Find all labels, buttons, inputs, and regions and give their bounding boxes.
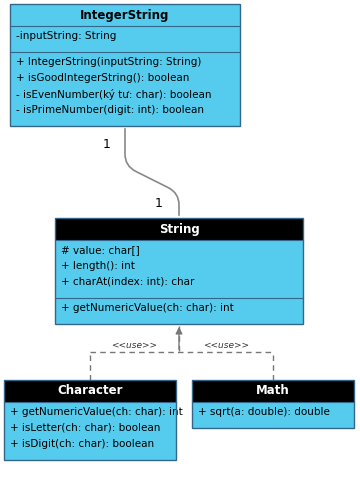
Text: - isPrimeNumber(digit: int): boolean: - isPrimeNumber(digit: int): boolean (16, 105, 204, 115)
Text: 1: 1 (103, 138, 111, 151)
Bar (55, 218, 303, 324)
Text: IntegerString: IntegerString (80, 8, 170, 21)
Bar (192, 380, 354, 402)
Text: Math: Math (256, 384, 290, 398)
Text: # value: char[]: # value: char[] (61, 245, 140, 255)
Text: + isGoodIntegerString(): boolean: + isGoodIntegerString(): boolean (16, 73, 189, 83)
Text: 1: 1 (155, 197, 163, 210)
Text: -inputString: String: -inputString: String (16, 31, 116, 41)
Text: - isEvenNumber(ký tư: char): boolean: - isEvenNumber(ký tư: char): boolean (16, 89, 212, 100)
Text: + isDigit(ch: char): boolean: + isDigit(ch: char): boolean (10, 439, 154, 449)
Text: + charAt(index: int): char: + charAt(index: int): char (61, 277, 194, 287)
Bar (192, 380, 354, 428)
Text: String: String (159, 223, 199, 236)
Bar (4, 380, 176, 460)
Bar (10, 4, 240, 126)
Bar (55, 218, 303, 240)
Bar (10, 4, 240, 26)
Text: Character: Character (57, 384, 123, 398)
Text: + getNumericValue(ch: char): int: + getNumericValue(ch: char): int (10, 407, 183, 417)
Text: + IntegerString(inputString: String): + IntegerString(inputString: String) (16, 57, 201, 67)
Text: <<use>>: <<use>> (203, 341, 249, 350)
Bar (192, 380, 354, 428)
Text: + getNumericValue(ch: char): int: + getNumericValue(ch: char): int (61, 303, 234, 313)
Text: <<use>>: <<use>> (112, 341, 158, 350)
Bar (10, 4, 240, 126)
Bar (4, 380, 176, 402)
Bar (55, 218, 303, 324)
Text: + length(): int: + length(): int (61, 261, 135, 271)
Text: + sqrt(a: double): double: + sqrt(a: double): double (198, 407, 330, 417)
Text: + isLetter(ch: char): boolean: + isLetter(ch: char): boolean (10, 423, 160, 433)
Bar (4, 380, 176, 460)
